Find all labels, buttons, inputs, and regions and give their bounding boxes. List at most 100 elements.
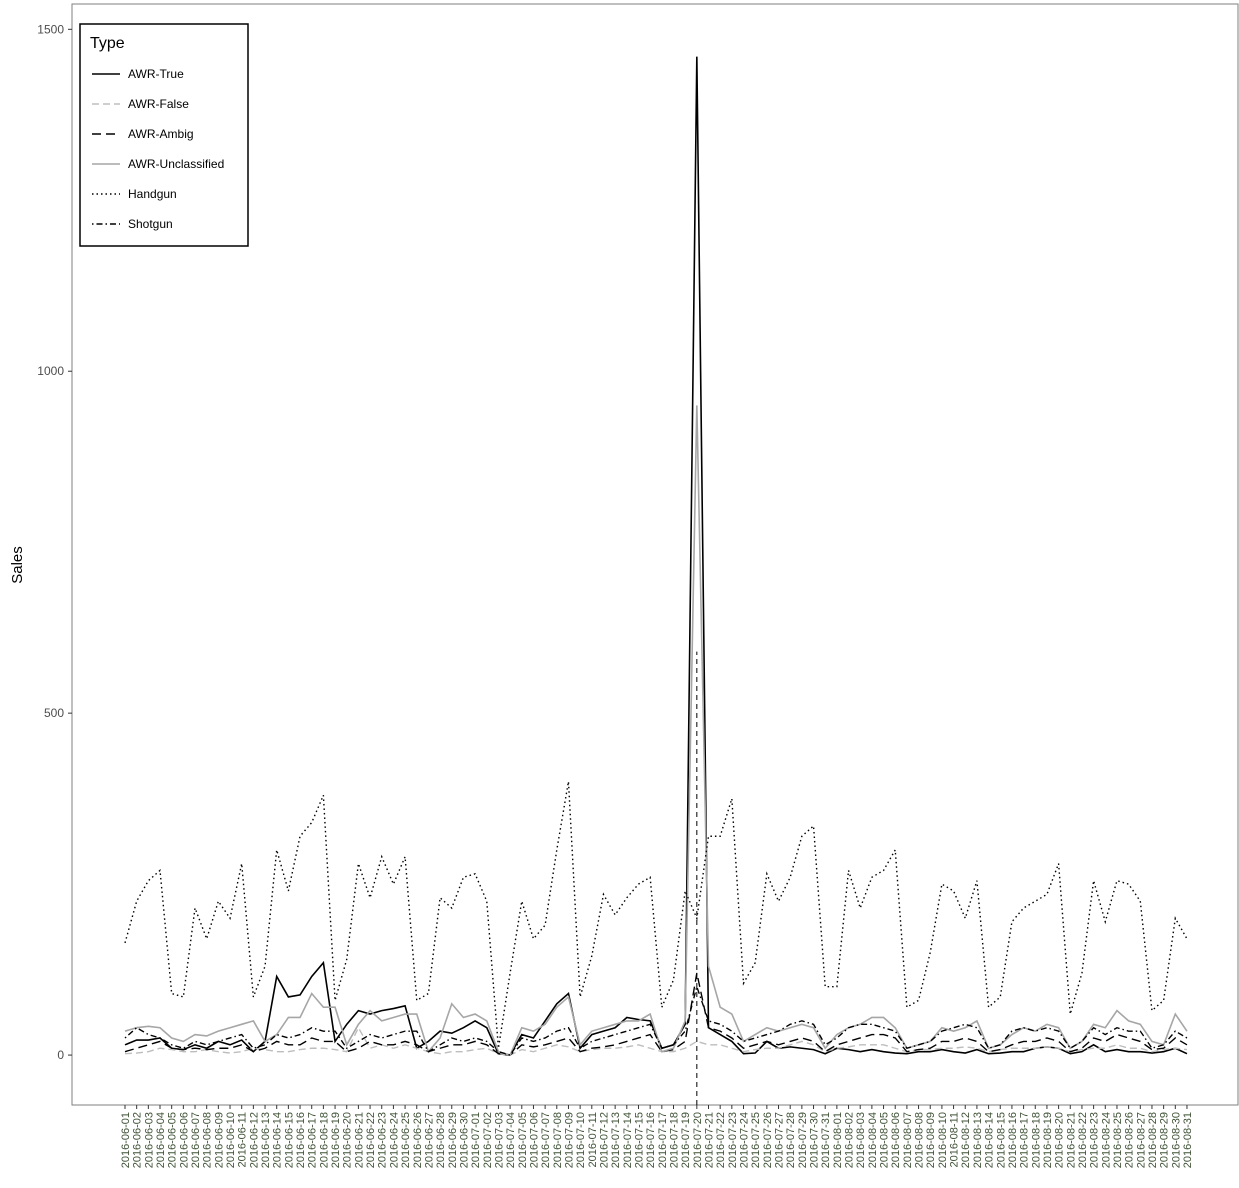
x-tick-label: 2016-06-08 [202,1112,214,1168]
x-tick-label: 2016-06-02 [132,1112,144,1168]
x-tick-label: 2016-06-14 [272,1112,284,1168]
x-tick-label: 2016-07-12 [598,1112,610,1168]
x-tick-label: 2016-07-01 [470,1112,482,1168]
x-tick-label: 2016-07-26 [762,1112,774,1168]
panel-border [71,3,1239,1106]
x-tick-label: 2016-07-13 [610,1112,622,1168]
x-tick-label: 2016-08-23 [1089,1112,1101,1168]
series-line [124,405,1188,1057]
x-tick-label: 2016-07-11 [587,1112,599,1167]
x-tick-label: 2016-06-20 [342,1112,354,1168]
x-tick-label: 2016-06-15 [283,1112,295,1168]
x-tick-label: 2016-07-29 [797,1112,809,1168]
x-tick-label: 2016-06-12 [248,1112,260,1168]
x-tick-label: 2016-07-22 [715,1112,727,1168]
x-tick-label: 2016-06-26 [412,1112,424,1168]
x-tick-label: 2016-07-27 [774,1112,786,1168]
x-tick-label: 2016-06-27 [423,1112,435,1168]
x-tick-label: 2016-08-24 [1100,1112,1112,1168]
x-tick-label: 2016-06-13 [260,1112,272,1168]
x-tick-label: 2016-06-25 [400,1112,412,1168]
x-tick-label: 2016-07-07 [540,1112,552,1168]
x-tick-label: 2016-06-19 [330,1112,342,1168]
x-tick-label: 2016-07-16 [645,1112,657,1168]
y-tick-label: 1500 [37,22,64,36]
x-tick-label: 2016-08-05 [879,1112,891,1168]
x-tick-label: 2016-08-14 [984,1112,996,1168]
x-tick-label: 2016-06-17 [307,1112,319,1168]
x-tick-label: 2016-07-09 [563,1112,575,1168]
x-tick-label: 2016-08-02 [844,1112,856,1168]
x-tick-label: 2016-06-23 [377,1112,389,1168]
x-tick-label: 2016-08-20 [1054,1112,1066,1168]
x-tick-label: 2016-08-26 [1124,1112,1136,1168]
x-tick-label: 2016-06-07 [190,1112,202,1168]
series-line [124,972,1188,1056]
x-tick-label: 2016-07-14 [622,1112,634,1168]
y-axis-label: Sales [9,546,26,584]
x-tick-label: 2016-07-04 [505,1112,517,1168]
x-tick-label: 2016-06-05 [167,1112,179,1168]
series-line [124,984,1188,1056]
x-tick-label: 2016-08-04 [867,1112,879,1168]
x-tick-label: 2016-07-17 [657,1112,669,1168]
x-tick-label: 2016-08-29 [1159,1112,1171,1168]
series-line [124,56,1188,1056]
legend-label: AWR-True [128,67,184,81]
x-tick-label: 2016-06-18 [318,1112,330,1168]
x-tick-label: 2016-07-24 [739,1112,751,1168]
x-tick-label: 2016-07-18 [668,1112,680,1168]
x-tick-label: 2016-08-17 [1019,1112,1031,1168]
y-tick-label: 1000 [37,364,64,378]
x-tick-label: 2016-08-19 [1042,1112,1054,1168]
legend-title: Type [90,35,125,52]
x-tick-label: 2016-08-01 [832,1112,844,1168]
x-tick-label: 2016-07-05 [517,1112,529,1168]
legend-label: AWR-Ambig [128,127,194,141]
legend-label: AWR-Unclassified [128,157,224,171]
x-tick-label: 2016-06-09 [213,1112,225,1168]
x-tick-label: 2016-08-31 [1182,1112,1194,1168]
x-tick-label: 2016-08-18 [1030,1112,1042,1168]
x-tick-label: 2016-06-28 [435,1112,447,1168]
x-tick-label: 2016-06-06 [178,1112,190,1168]
x-tick-label: 2016-07-31 [820,1112,832,1168]
x-tick-label: 2016-06-22 [365,1112,377,1168]
x-tick-label: 2016-08-12 [960,1112,972,1168]
x-tick-label: 2016-08-10 [937,1112,949,1168]
x-tick-label: 2016-06-21 [353,1112,365,1168]
y-tick-label: 500 [44,706,64,720]
x-tick-label: 2016-08-25 [1112,1112,1124,1168]
x-tick-label: 2016-07-30 [809,1112,821,1168]
x-tick-label: 2016-06-30 [458,1112,470,1168]
x-tick-label: 2016-08-15 [995,1112,1007,1168]
legend-box [79,23,249,247]
x-tick-label: 2016-06-03 [143,1112,155,1168]
x-tick-label: 2016-07-08 [552,1112,564,1168]
x-tick-label: 2016-07-25 [750,1112,762,1168]
x-tick-label: 2016-07-03 [493,1112,505,1168]
x-tick-label: 2016-06-29 [447,1112,459,1168]
series-line [124,781,1188,1049]
x-tick-label: 2016-07-15 [633,1112,645,1168]
series-line [124,1026,1188,1056]
x-tick-label: 2016-08-08 [914,1112,926,1168]
x-tick-label: 2016-07-21 [704,1112,716,1168]
x-tick-label: 2016-08-27 [1135,1112,1147,1168]
x-tick-label: 2016-08-06 [890,1112,902,1168]
x-tick-label: 2016-07-02 [482,1112,494,1168]
x-tick-label: 2016-06-16 [295,1112,307,1168]
x-tick-label: 2016-07-10 [575,1112,587,1168]
x-tick-label: 2016-08-28 [1147,1112,1159,1168]
x-tick-label: 2016-08-09 [925,1112,937,1168]
legend-label: Shotgun [128,217,173,231]
legend-label: Handgun [128,187,177,201]
x-tick-label: 2016-06-01 [120,1112,132,1168]
x-tick-label: 2016-07-20 [692,1112,704,1168]
x-tick-label: 2016-08-21 [1065,1112,1077,1168]
x-tick-label: 2016-08-30 [1170,1112,1182,1168]
x-tick-label: 2016-08-11 [949,1112,961,1167]
legend-label: AWR-False [128,97,189,111]
x-tick-label: 2016-08-03 [855,1112,867,1168]
